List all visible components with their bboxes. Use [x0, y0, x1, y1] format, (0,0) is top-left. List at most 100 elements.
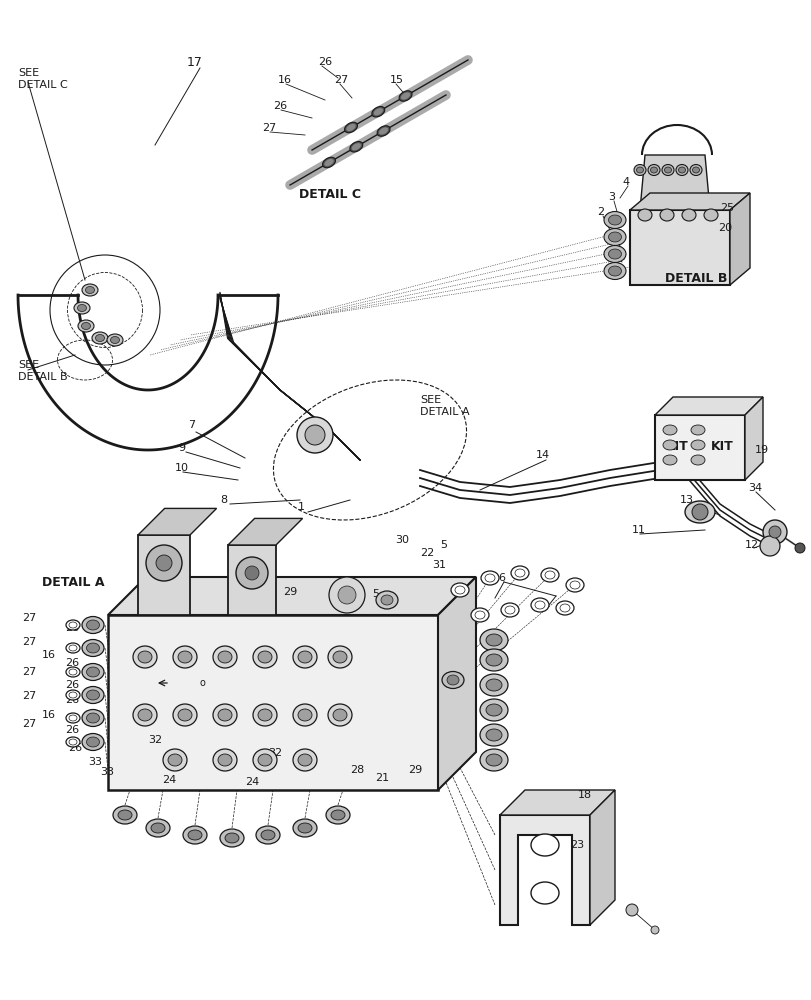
- Ellipse shape: [107, 334, 122, 346]
- Ellipse shape: [217, 709, 232, 721]
- Ellipse shape: [480, 571, 499, 585]
- Bar: [654, 415, 744, 480]
- Text: SEE
DETAIL B: SEE DETAIL B: [18, 360, 67, 382]
- Circle shape: [337, 586, 355, 604]
- Ellipse shape: [87, 713, 100, 723]
- Ellipse shape: [544, 571, 554, 579]
- Ellipse shape: [87, 667, 100, 677]
- Text: 27: 27: [333, 75, 348, 85]
- Circle shape: [762, 520, 786, 544]
- Ellipse shape: [85, 286, 94, 294]
- Text: 28: 28: [350, 765, 364, 775]
- Text: 26: 26: [65, 695, 79, 705]
- Ellipse shape: [703, 209, 717, 221]
- Ellipse shape: [69, 645, 77, 651]
- Text: 27: 27: [262, 123, 276, 133]
- Ellipse shape: [163, 749, 187, 771]
- Ellipse shape: [650, 167, 657, 173]
- Ellipse shape: [484, 574, 495, 582]
- Polygon shape: [138, 508, 217, 535]
- Circle shape: [650, 926, 659, 934]
- Text: 26: 26: [272, 101, 287, 111]
- Ellipse shape: [293, 704, 316, 726]
- Circle shape: [759, 536, 779, 556]
- Ellipse shape: [82, 710, 104, 726]
- Ellipse shape: [474, 611, 484, 619]
- Ellipse shape: [66, 737, 80, 747]
- Ellipse shape: [92, 332, 108, 344]
- Text: 14: 14: [535, 450, 549, 460]
- Circle shape: [768, 526, 780, 538]
- Ellipse shape: [346, 124, 355, 131]
- Ellipse shape: [298, 651, 311, 663]
- Ellipse shape: [569, 581, 579, 589]
- Ellipse shape: [380, 595, 393, 605]
- Ellipse shape: [82, 640, 104, 656]
- Ellipse shape: [690, 425, 704, 435]
- Ellipse shape: [486, 634, 501, 646]
- Ellipse shape: [470, 608, 488, 622]
- Circle shape: [794, 543, 804, 553]
- Ellipse shape: [178, 651, 191, 663]
- Ellipse shape: [82, 284, 98, 296]
- Ellipse shape: [540, 568, 558, 582]
- Ellipse shape: [325, 806, 350, 824]
- Ellipse shape: [293, 819, 316, 837]
- Ellipse shape: [66, 713, 80, 723]
- Circle shape: [245, 566, 259, 580]
- Circle shape: [625, 904, 637, 916]
- Ellipse shape: [534, 601, 544, 609]
- Ellipse shape: [560, 604, 569, 612]
- Ellipse shape: [133, 704, 157, 726]
- Polygon shape: [228, 518, 303, 545]
- Text: 32: 32: [268, 748, 281, 758]
- Ellipse shape: [324, 159, 333, 166]
- Polygon shape: [654, 397, 762, 415]
- Text: DETAIL B: DETAIL B: [664, 271, 727, 284]
- Ellipse shape: [253, 646, 277, 668]
- Ellipse shape: [690, 440, 704, 450]
- Ellipse shape: [78, 320, 94, 332]
- Polygon shape: [629, 193, 749, 210]
- Text: 26: 26: [65, 658, 79, 668]
- Ellipse shape: [225, 833, 238, 843]
- Circle shape: [146, 545, 182, 581]
- Text: SEE
DETAIL C: SEE DETAIL C: [18, 68, 67, 90]
- Ellipse shape: [110, 336, 119, 344]
- Ellipse shape: [82, 664, 104, 680]
- Text: 24: 24: [162, 775, 176, 785]
- Ellipse shape: [81, 322, 90, 330]
- Ellipse shape: [87, 643, 100, 653]
- Ellipse shape: [168, 754, 182, 766]
- Ellipse shape: [350, 142, 363, 152]
- Text: SEE
DETAIL A: SEE DETAIL A: [419, 395, 469, 417]
- Ellipse shape: [82, 734, 104, 750]
- Text: 27: 27: [22, 613, 36, 623]
- Polygon shape: [500, 790, 614, 815]
- Text: 26: 26: [65, 623, 79, 633]
- Bar: [629, 210, 729, 285]
- Text: 1: 1: [298, 502, 305, 512]
- Bar: [228, 545, 276, 615]
- Ellipse shape: [151, 823, 165, 833]
- Ellipse shape: [500, 603, 518, 617]
- Text: 33: 33: [100, 767, 114, 777]
- Ellipse shape: [637, 209, 651, 221]
- Ellipse shape: [217, 754, 232, 766]
- Ellipse shape: [182, 826, 207, 844]
- Ellipse shape: [565, 578, 583, 592]
- Ellipse shape: [514, 569, 525, 577]
- Ellipse shape: [173, 646, 197, 668]
- Ellipse shape: [96, 334, 105, 342]
- Ellipse shape: [66, 620, 80, 630]
- Ellipse shape: [212, 704, 237, 726]
- Ellipse shape: [66, 667, 80, 677]
- Text: 20: 20: [607, 243, 620, 253]
- Ellipse shape: [663, 440, 676, 450]
- Ellipse shape: [603, 229, 625, 245]
- Ellipse shape: [74, 302, 90, 314]
- Ellipse shape: [69, 622, 77, 628]
- Polygon shape: [590, 790, 614, 925]
- Circle shape: [297, 417, 333, 453]
- Ellipse shape: [486, 704, 501, 716]
